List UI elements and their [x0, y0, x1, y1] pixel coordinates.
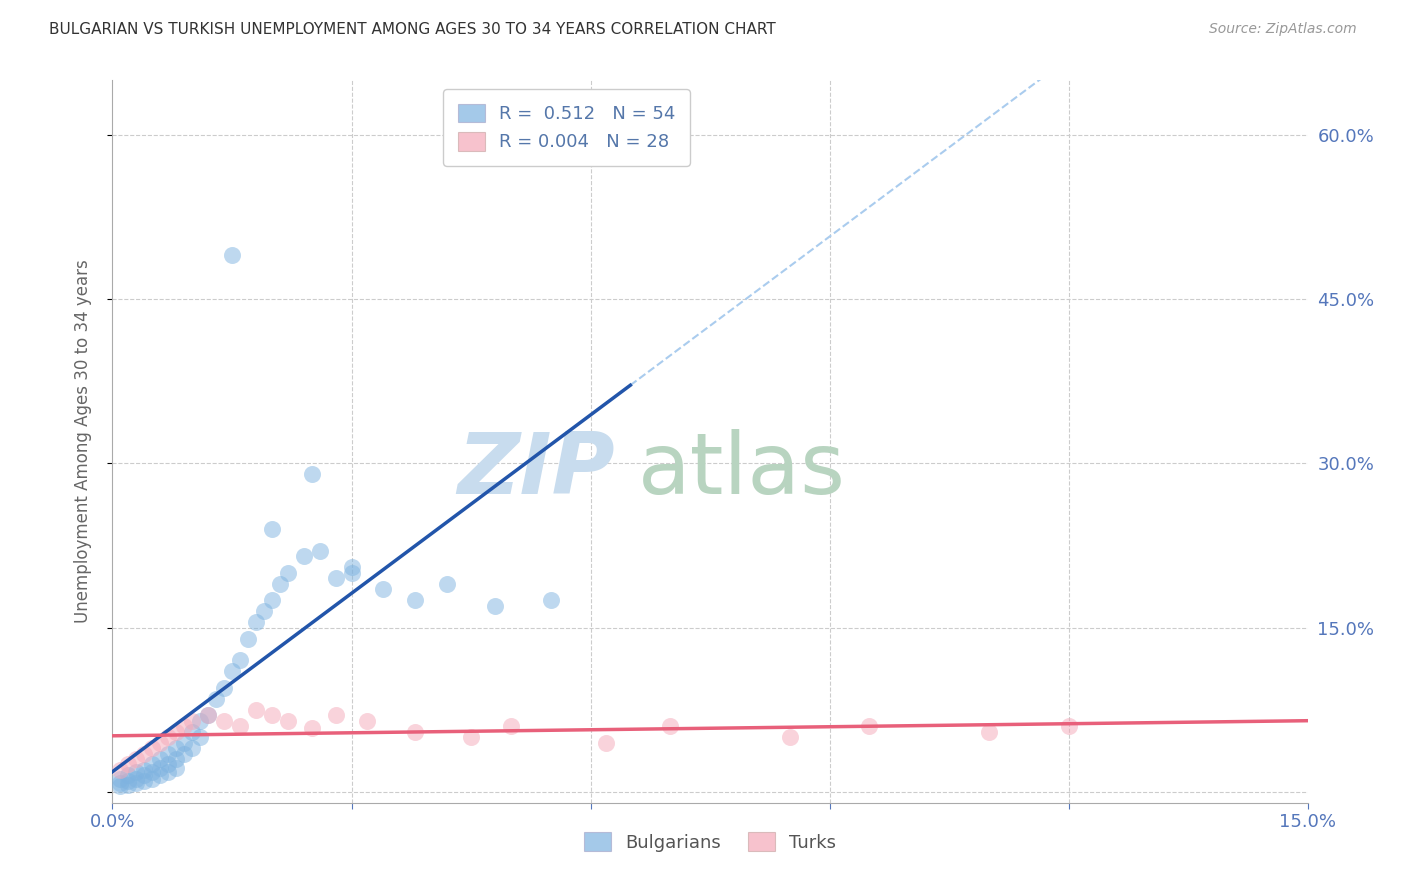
Text: Source: ZipAtlas.com: Source: ZipAtlas.com: [1209, 22, 1357, 37]
Point: [977, 724, 1000, 739]
Point: [173, 735, 195, 749]
Point: [134, 763, 156, 777]
Point: [165, 724, 187, 739]
Point: [134, 773, 156, 788]
Point: [325, 571, 347, 585]
Point: [404, 724, 426, 739]
Point: [229, 653, 252, 667]
Point: [308, 544, 330, 558]
Text: atlas: atlas: [638, 429, 846, 512]
Point: [141, 757, 163, 772]
Text: BULGARIAN VS TURKISH UNEMPLOYMENT AMONG AGES 30 TO 34 YEARS CORRELATION CHART: BULGARIAN VS TURKISH UNEMPLOYMENT AMONG …: [49, 22, 776, 37]
Point: [595, 735, 617, 749]
Point: [181, 741, 204, 756]
Point: [221, 248, 243, 262]
Point: [157, 730, 180, 744]
Point: [117, 773, 139, 788]
Point: [236, 632, 259, 646]
Point: [197, 708, 219, 723]
Point: [1057, 719, 1080, 733]
Point: [659, 719, 682, 733]
Point: [125, 765, 148, 780]
Point: [499, 719, 522, 733]
Point: [277, 566, 299, 580]
Point: [149, 768, 172, 782]
Point: [260, 708, 283, 723]
Point: [540, 593, 562, 607]
Y-axis label: Unemployment Among Ages 30 to 34 years: Unemployment Among Ages 30 to 34 years: [73, 260, 91, 624]
Point: [292, 549, 315, 564]
Point: [260, 593, 283, 607]
Point: [340, 566, 363, 580]
Point: [110, 772, 132, 786]
Point: [356, 714, 378, 728]
Point: [779, 730, 801, 744]
Point: [141, 741, 163, 756]
Point: [325, 708, 347, 723]
Point: [188, 730, 211, 744]
Point: [212, 714, 235, 728]
Point: [149, 735, 172, 749]
Point: [373, 582, 395, 597]
Point: [125, 752, 148, 766]
Point: [110, 780, 132, 794]
Point: [340, 560, 363, 574]
Point: [157, 757, 180, 772]
Point: [260, 522, 283, 536]
Point: [269, 577, 291, 591]
Point: [301, 722, 323, 736]
Point: [221, 665, 243, 679]
Point: [181, 714, 204, 728]
Point: [110, 776, 132, 790]
Point: [301, 467, 323, 482]
Point: [117, 768, 139, 782]
Point: [484, 599, 506, 613]
Point: [205, 691, 228, 706]
Legend: Bulgarians, Turks: Bulgarians, Turks: [576, 825, 844, 859]
Point: [277, 714, 299, 728]
Point: [181, 724, 204, 739]
Point: [134, 768, 156, 782]
Point: [134, 747, 156, 761]
Point: [404, 593, 426, 607]
Point: [125, 776, 148, 790]
Point: [858, 719, 880, 733]
Point: [245, 703, 267, 717]
Point: [436, 577, 458, 591]
Point: [460, 730, 482, 744]
Point: [157, 747, 180, 761]
Point: [229, 719, 252, 733]
Point: [117, 757, 139, 772]
Point: [253, 604, 276, 618]
Point: [245, 615, 267, 630]
Point: [149, 752, 172, 766]
Point: [125, 772, 148, 786]
Point: [173, 719, 195, 733]
Point: [149, 761, 172, 775]
Point: [141, 772, 163, 786]
Point: [165, 752, 187, 766]
Point: [173, 747, 195, 761]
Text: ZIP: ZIP: [457, 429, 614, 512]
Point: [165, 741, 187, 756]
Point: [117, 778, 139, 792]
Point: [188, 714, 211, 728]
Point: [141, 765, 163, 780]
Point: [197, 708, 219, 723]
Point: [157, 765, 180, 780]
Point: [110, 763, 132, 777]
Point: [165, 761, 187, 775]
Point: [212, 681, 235, 695]
